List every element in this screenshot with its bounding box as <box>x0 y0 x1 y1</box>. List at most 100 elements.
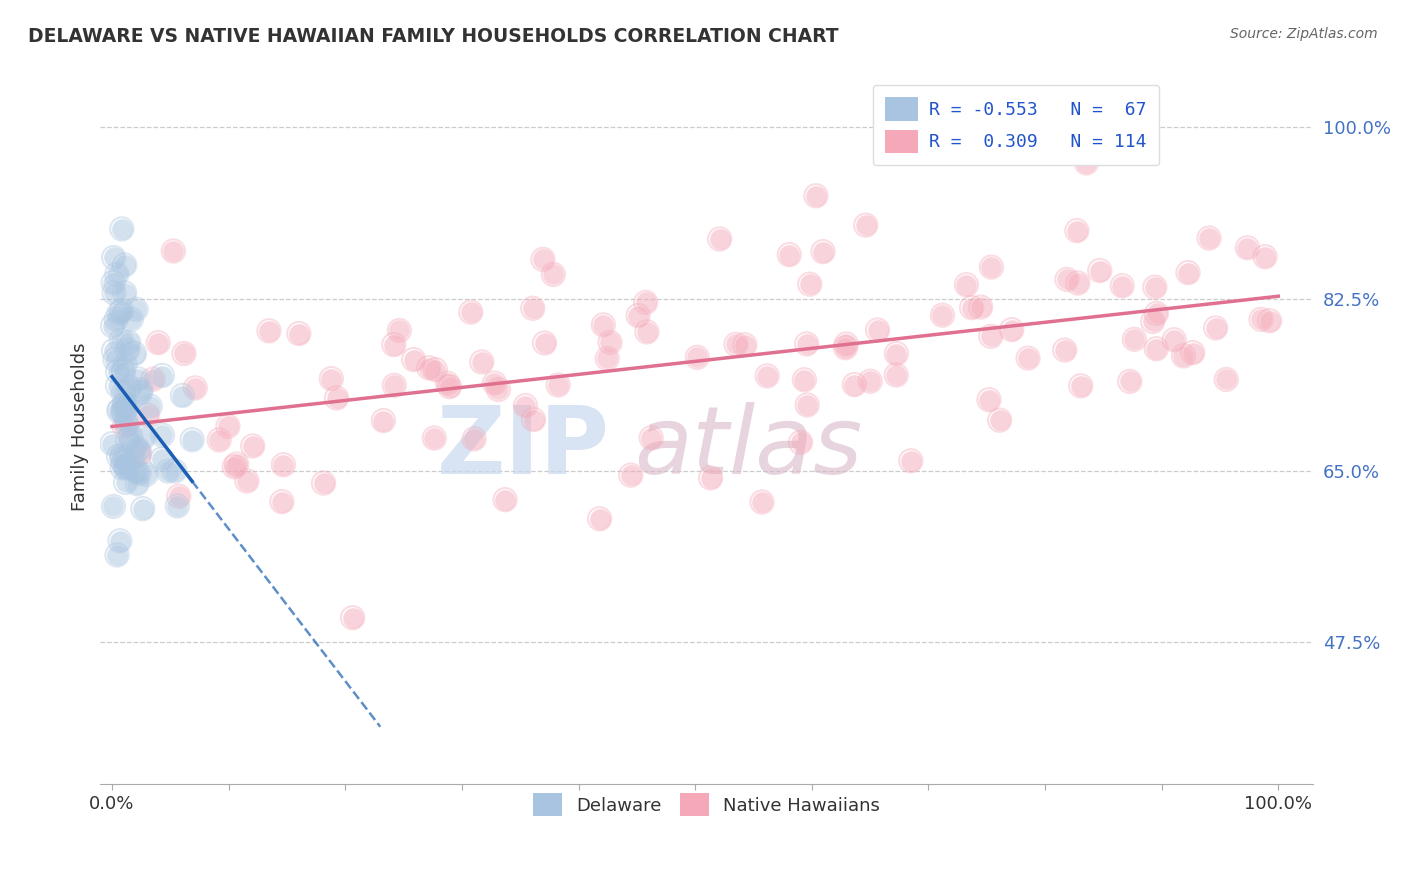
Point <box>167 489 190 503</box>
Point <box>107 404 129 418</box>
Point <box>236 474 259 488</box>
Point <box>1111 278 1133 293</box>
Point <box>955 277 977 292</box>
Point <box>117 400 139 414</box>
Point <box>325 391 347 405</box>
Point <box>107 365 129 379</box>
Point <box>734 338 756 352</box>
Point <box>107 378 129 392</box>
Point <box>835 337 858 351</box>
Point <box>977 392 1000 407</box>
Point <box>112 456 135 470</box>
Point <box>150 452 173 467</box>
Point <box>118 335 141 350</box>
Point <box>1066 224 1088 238</box>
Point <box>533 336 555 351</box>
Point <box>1258 314 1281 328</box>
Point <box>135 467 157 482</box>
Point <box>1258 314 1281 328</box>
Point <box>152 428 174 442</box>
Point <box>157 464 180 478</box>
Point <box>1177 266 1199 280</box>
Point <box>634 295 657 310</box>
Point <box>124 346 146 360</box>
Point <box>112 365 135 379</box>
Point <box>1198 231 1220 245</box>
Point <box>112 386 135 401</box>
Point <box>136 408 159 422</box>
Point <box>855 218 877 232</box>
Point <box>418 360 440 375</box>
Point <box>129 385 152 400</box>
Point <box>142 372 165 386</box>
Point <box>855 218 877 232</box>
Point <box>127 372 149 386</box>
Point <box>531 252 554 267</box>
Point <box>132 501 155 516</box>
Point <box>900 454 922 468</box>
Point <box>104 352 127 367</box>
Point <box>592 318 614 332</box>
Point <box>884 368 907 382</box>
Point <box>640 431 662 445</box>
Point <box>321 372 343 386</box>
Point <box>112 456 135 470</box>
Point <box>531 252 554 267</box>
Point <box>789 435 811 450</box>
Point <box>128 466 150 480</box>
Point <box>789 435 811 450</box>
Point <box>114 258 136 272</box>
Point <box>117 343 139 357</box>
Point <box>117 433 139 447</box>
Point <box>423 431 446 445</box>
Point <box>418 360 440 375</box>
Text: Source: ZipAtlas.com: Source: ZipAtlas.com <box>1230 27 1378 41</box>
Point <box>142 372 165 386</box>
Point <box>112 398 135 412</box>
Point <box>162 244 184 258</box>
Point <box>139 399 162 413</box>
Point <box>523 412 546 426</box>
Point <box>108 533 131 548</box>
Point <box>488 383 510 397</box>
Point <box>709 232 731 246</box>
Point <box>208 433 231 447</box>
Point <box>588 512 610 526</box>
Point <box>1053 343 1076 357</box>
Point <box>312 476 335 491</box>
Point <box>122 451 145 466</box>
Point <box>1001 323 1024 337</box>
Point <box>620 468 643 483</box>
Point <box>172 388 194 402</box>
Point <box>423 431 446 445</box>
Point <box>110 303 132 318</box>
Point <box>1123 332 1146 346</box>
Point <box>184 381 207 395</box>
Point <box>844 377 866 392</box>
Point <box>1056 272 1078 286</box>
Point <box>756 368 779 383</box>
Point <box>120 312 142 326</box>
Point <box>1142 314 1164 328</box>
Point <box>115 412 138 426</box>
Point <box>1254 250 1277 264</box>
Point <box>257 324 280 338</box>
Point <box>125 302 148 317</box>
Point <box>1088 263 1111 277</box>
Point <box>1053 343 1076 357</box>
Point <box>1144 342 1167 356</box>
Point <box>515 399 537 413</box>
Point <box>980 329 1002 343</box>
Point <box>900 454 922 468</box>
Point <box>1001 323 1024 337</box>
Point <box>125 465 148 479</box>
Point <box>117 417 139 432</box>
Point <box>103 343 125 358</box>
Point <box>103 343 125 358</box>
Point <box>105 548 128 562</box>
Point <box>1173 349 1195 363</box>
Point <box>1254 250 1277 264</box>
Point <box>960 301 983 315</box>
Point <box>484 376 506 390</box>
Point <box>273 458 295 472</box>
